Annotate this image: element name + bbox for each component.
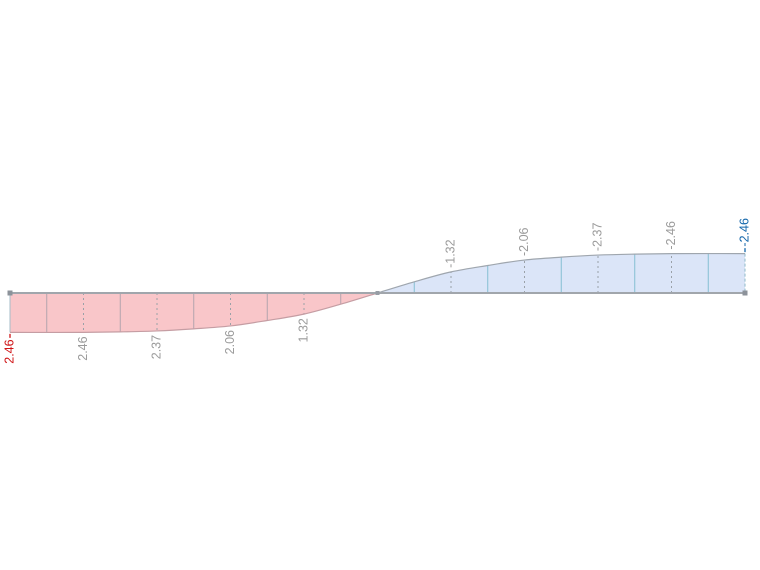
value-label: 1.32 xyxy=(297,318,311,342)
value-label: 2.46 xyxy=(3,339,17,363)
value-label: -2.06 xyxy=(517,227,531,256)
node-marker-right[interactable] xyxy=(742,290,748,296)
value-label: 2.06 xyxy=(223,330,237,354)
value-label: -2.46 xyxy=(738,218,752,247)
positive-curve-outline xyxy=(9,292,378,334)
negative-curve-outline xyxy=(377,252,746,294)
zero-crossing-marker xyxy=(375,291,380,295)
value-label: -1.32 xyxy=(444,239,458,268)
node-marker-left[interactable] xyxy=(7,290,13,296)
value-label: -2.37 xyxy=(591,223,605,252)
value-label: 2.37 xyxy=(150,335,164,359)
value-label: -2.46 xyxy=(664,221,678,250)
value-label: 2.46 xyxy=(76,336,90,360)
